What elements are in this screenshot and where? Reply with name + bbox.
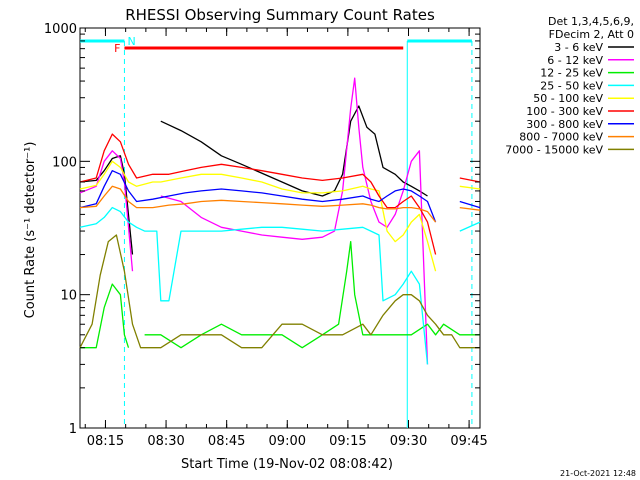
- legend-label: 12 - 25 keV: [540, 67, 603, 80]
- series-layer: [79, 77, 481, 365]
- x-axis-title: Start Time (19-Nov-02 08:08:42): [181, 457, 393, 472]
- legend-header-line-2: FDecim 2, Att 0: [549, 28, 634, 41]
- chart-title: RHESSI Observing Summary Count Rates: [125, 6, 435, 24]
- legend-label: 3 - 6 keV: [554, 41, 603, 54]
- timestamp-label: 21-Oct-2021 12:48: [560, 469, 636, 478]
- legend-label: 25 - 50 keV: [540, 79, 603, 92]
- legend-header-line-1: Det 1,3,4,5,6,9,: [548, 15, 634, 28]
- y-tick-label: 1: [69, 422, 77, 437]
- series-line: [79, 170, 481, 223]
- x-tick-label: 09:30: [390, 434, 427, 449]
- legend-label: 300 - 800 keV: [526, 118, 603, 131]
- series-line: [79, 234, 480, 349]
- axes-layer: 08:15 08:30 08:45 09:00 09:15 09:30 09:45 1 10 10…: [44, 22, 488, 449]
- series-line: [79, 185, 481, 223]
- series-line: [80, 240, 480, 349]
- y-tick-label: 100: [52, 155, 77, 170]
- y-tick-label: 1000: [44, 22, 77, 37]
- legend-label: 50 - 100 keV: [533, 92, 603, 105]
- series-line: [79, 206, 481, 365]
- series-line: [79, 133, 481, 255]
- x-tick-label: 09:45: [450, 434, 487, 449]
- x-tick-label: 08:45: [208, 434, 245, 449]
- flags-layer: FN: [80, 35, 473, 428]
- flare-flag-label: F: [114, 42, 120, 55]
- x-tick-label: 08:30: [147, 434, 184, 449]
- night-flag-label: N: [127, 35, 135, 48]
- legend-label: 800 - 7000 keV: [519, 131, 603, 144]
- plot-area: [79, 27, 481, 429]
- y-axis-title: Count Rate (s⁻¹ detector⁻¹): [23, 142, 38, 319]
- y-tick-label: 10: [60, 289, 77, 304]
- legend-label: 6 - 12 keV: [547, 54, 603, 67]
- x-tick-label: 09:15: [329, 434, 366, 449]
- legend-label: 7000 - 15000 keV: [505, 143, 603, 156]
- series-line: [79, 160, 481, 272]
- x-tick-label: 08:15: [87, 434, 124, 449]
- x-tick-label: 09:00: [269, 434, 306, 449]
- legend-label: 100 - 300 keV: [526, 105, 603, 118]
